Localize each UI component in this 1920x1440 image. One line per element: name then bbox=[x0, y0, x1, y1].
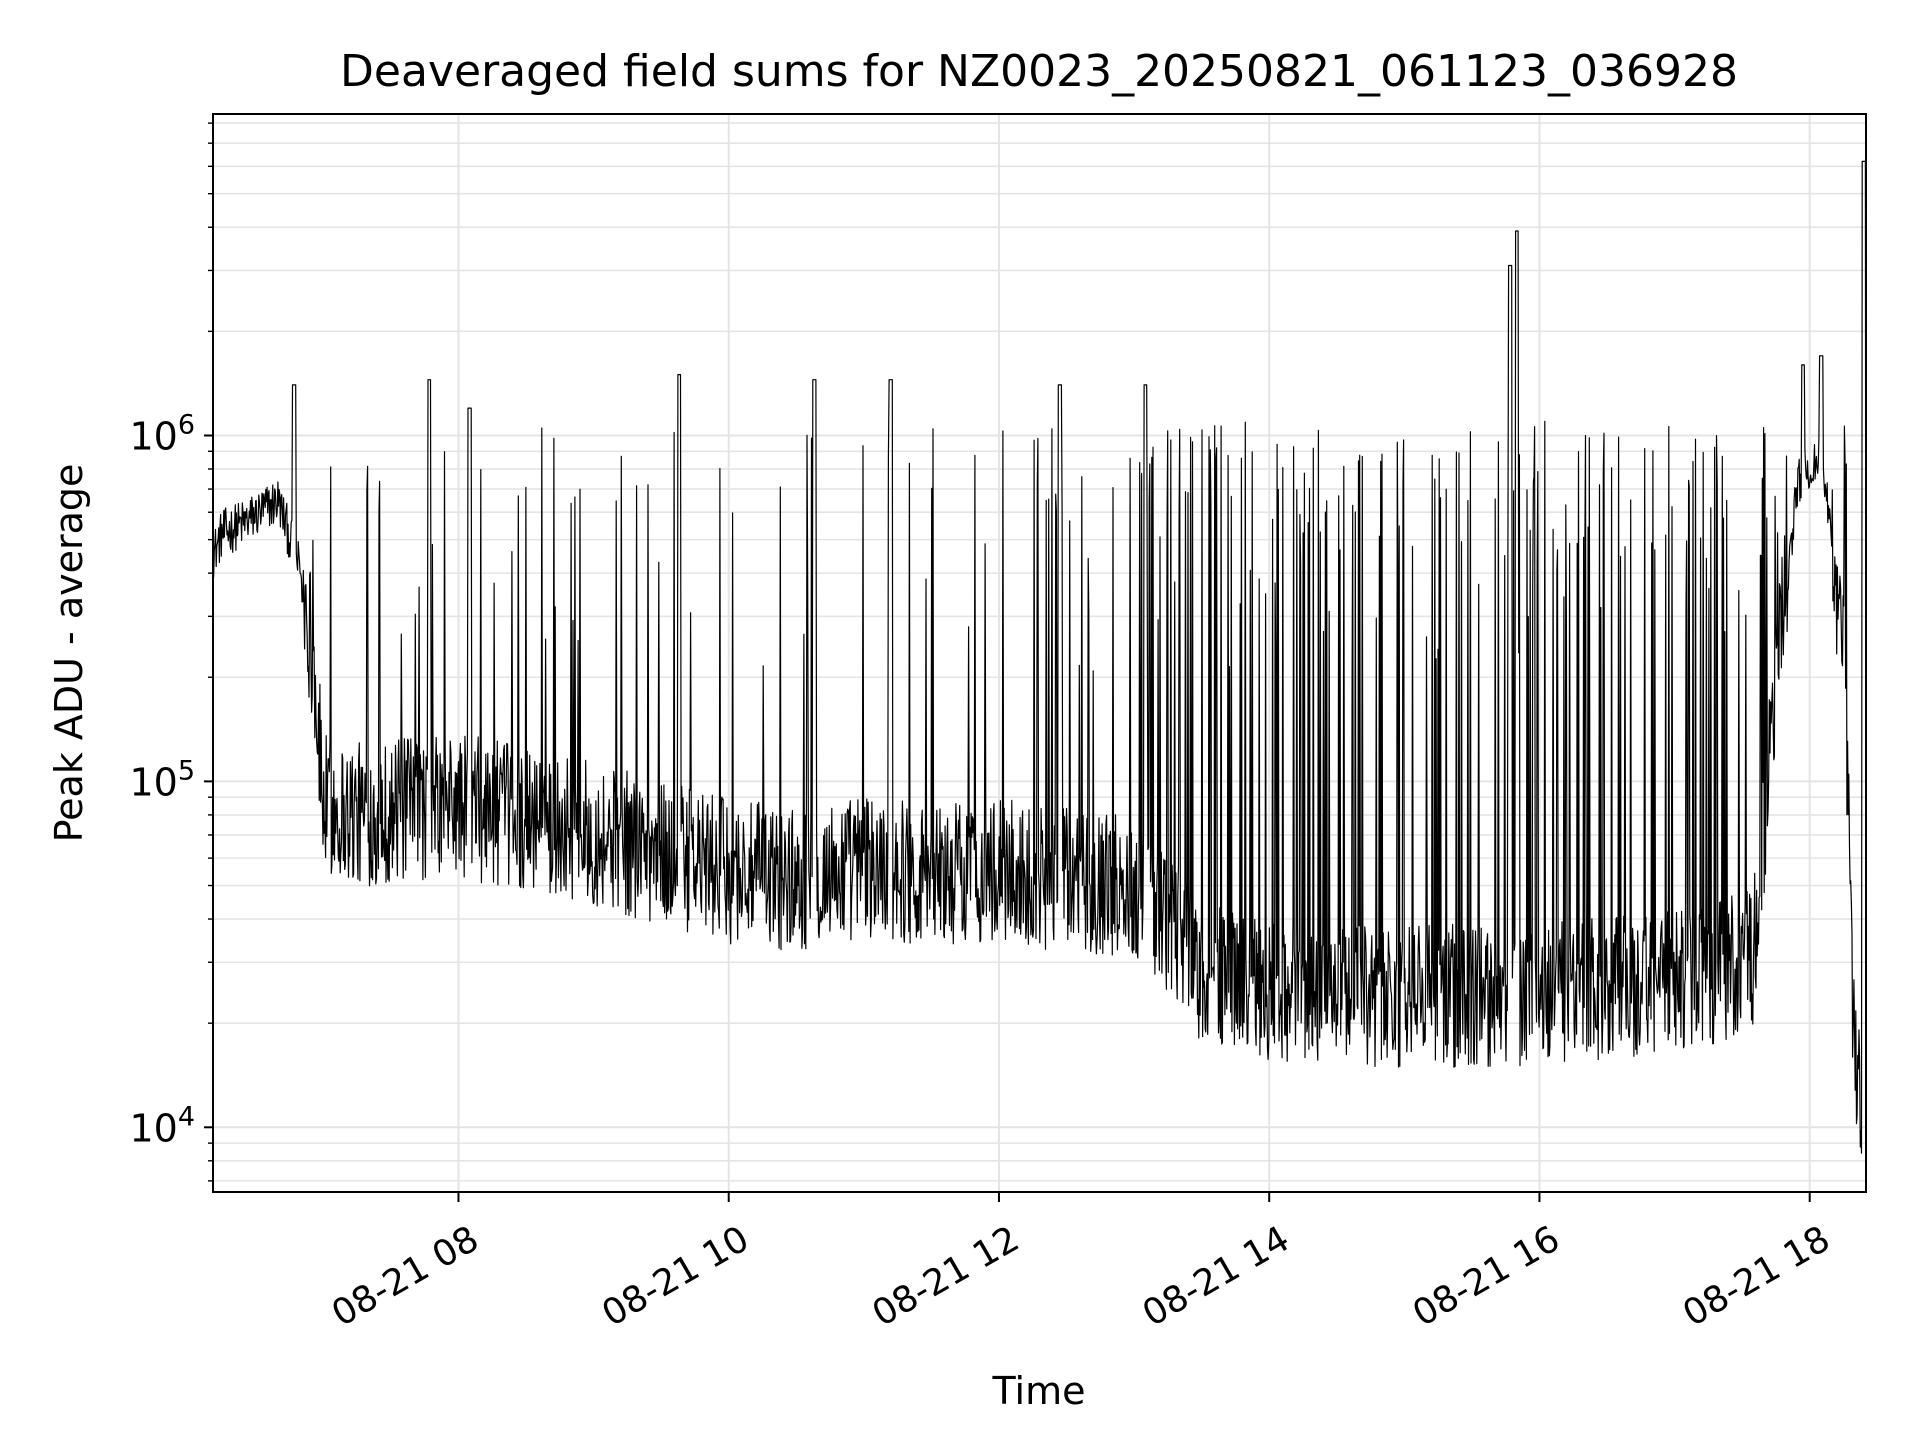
y-tick-label: 105 bbox=[129, 755, 195, 804]
y-tick-label: 104 bbox=[129, 1101, 195, 1150]
y-tick-exponent: 5 bbox=[178, 755, 195, 786]
y-tick-label: 106 bbox=[129, 409, 195, 458]
y-tick-exponent: 6 bbox=[178, 409, 195, 440]
plot-frame bbox=[212, 113, 1867, 1193]
x-axis-label: Time bbox=[992, 1369, 1086, 1413]
y-tick-base: 10 bbox=[129, 414, 177, 458]
y-axis-label: Peak ADU - average bbox=[47, 464, 91, 843]
series-line bbox=[213, 160, 1866, 1154]
y-tick-base: 10 bbox=[129, 760, 177, 804]
chart-title: Deaveraged field sums for NZ0023_2025082… bbox=[340, 46, 1738, 97]
y-tick-base: 10 bbox=[129, 1106, 177, 1150]
y-tick-exponent: 4 bbox=[178, 1101, 195, 1132]
